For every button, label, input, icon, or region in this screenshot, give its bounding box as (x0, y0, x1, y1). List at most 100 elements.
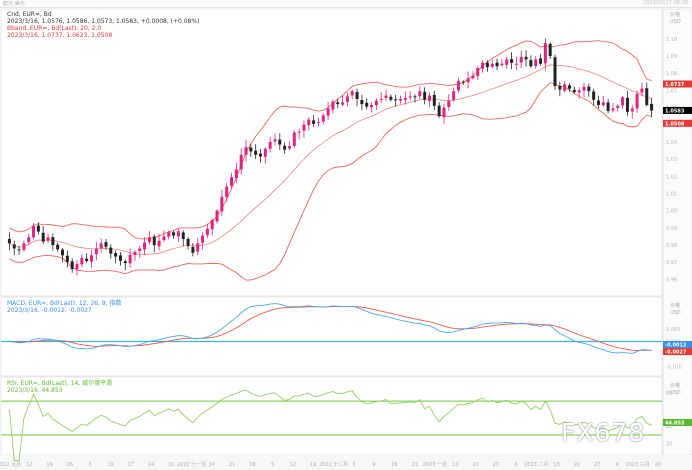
candle-body[interactable] (321, 115, 325, 122)
candle-body[interactable] (640, 88, 644, 93)
price-pane[interactable] (7, 37, 654, 281)
candle-body[interactable] (17, 249, 21, 251)
candle-body[interactable] (268, 141, 272, 149)
candle-body[interactable] (172, 232, 176, 236)
candle-body[interactable] (384, 95, 388, 98)
candle-body[interactable] (244, 147, 248, 156)
candle-body[interactable] (413, 96, 417, 98)
candle-body[interactable] (312, 120, 316, 124)
candle-body[interactable] (32, 226, 36, 238)
candle-body[interactable] (592, 91, 596, 100)
candle-body[interactable] (534, 59, 538, 67)
candle-body[interactable] (370, 104, 374, 108)
candle-body[interactable] (61, 249, 65, 256)
candle-body[interactable] (529, 60, 533, 67)
candle-body[interactable] (147, 237, 151, 243)
candle-body[interactable] (104, 242, 108, 247)
candle-body[interactable] (191, 247, 195, 253)
candle-body[interactable] (630, 108, 634, 112)
candle-body[interactable] (162, 236, 166, 241)
candle-body[interactable] (596, 100, 600, 105)
candle-body[interactable] (302, 124, 306, 131)
candle-body[interactable] (399, 98, 403, 101)
candle-body[interactable] (485, 62, 489, 68)
candle-body[interactable] (466, 78, 470, 83)
macd-pane[interactable] (1, 303, 662, 354)
candle-body[interactable] (196, 243, 200, 252)
candle-body[interactable] (558, 86, 562, 90)
candle-body[interactable] (85, 258, 89, 262)
candle-body[interactable] (225, 186, 229, 198)
candle-body[interactable] (350, 91, 354, 96)
candle-body[interactable] (514, 63, 518, 65)
candle-body[interactable] (456, 80, 460, 91)
candle-body[interactable] (645, 88, 649, 105)
candle-body[interactable] (12, 244, 16, 249)
candle-body[interactable] (418, 91, 422, 97)
candle-body[interactable] (152, 236, 156, 246)
candle-body[interactable] (572, 89, 576, 93)
candle-body[interactable] (138, 248, 142, 252)
candle-body[interactable] (128, 254, 132, 264)
candle-body[interactable] (118, 255, 122, 261)
candle-body[interactable] (621, 97, 625, 106)
candle-body[interactable] (133, 251, 137, 256)
candle-body[interactable] (210, 220, 214, 230)
rsi-pane[interactable] (1, 389, 662, 461)
candle-body[interactable] (365, 102, 369, 107)
candle-body[interactable] (582, 86, 586, 91)
candle-body[interactable] (326, 108, 330, 116)
candle-body[interactable] (65, 255, 69, 263)
candle-body[interactable] (471, 75, 475, 79)
candle-body[interactable] (258, 153, 262, 157)
candle-body[interactable] (278, 139, 282, 145)
candle-body[interactable] (336, 102, 340, 105)
candle-body[interactable] (345, 96, 349, 102)
candle-body[interactable] (254, 150, 258, 155)
candle-body[interactable] (46, 237, 50, 241)
candle-body[interactable] (99, 243, 103, 248)
candle-body[interactable] (114, 253, 118, 257)
candle-body[interactable] (505, 59, 509, 65)
candle-body[interactable] (123, 261, 127, 264)
candle-body[interactable] (476, 68, 480, 76)
candle-body[interactable] (360, 100, 364, 105)
candle-body[interactable] (7, 239, 11, 244)
candle-body[interactable] (543, 43, 547, 64)
candle-body[interactable] (563, 84, 567, 91)
candle-body[interactable] (481, 62, 485, 69)
candle-body[interactable] (442, 107, 446, 118)
candle-body[interactable] (495, 62, 499, 67)
candle-body[interactable] (447, 100, 451, 108)
candle-body[interactable] (500, 63, 504, 66)
candle-body[interactable] (510, 59, 514, 63)
candle-body[interactable] (427, 95, 431, 101)
candle-body[interactable] (650, 103, 654, 111)
candle-body[interactable] (394, 99, 398, 101)
candle-body[interactable] (41, 232, 45, 242)
candle-body[interactable] (611, 108, 615, 111)
candle-body[interactable] (220, 196, 224, 212)
candle-body[interactable] (587, 86, 591, 92)
candle-body[interactable] (461, 81, 465, 83)
candle-body[interactable] (625, 97, 629, 112)
candle-body[interactable] (635, 93, 639, 109)
candle-body[interactable] (490, 63, 494, 67)
candle-body[interactable] (176, 231, 180, 237)
candle-body[interactable] (143, 242, 147, 250)
candle-body[interactable] (181, 232, 185, 240)
candle-body[interactable] (577, 90, 581, 93)
candle-body[interactable] (234, 169, 238, 179)
candle-body[interactable] (389, 96, 393, 100)
candle-body[interactable] (167, 232, 171, 237)
candle-body[interactable] (109, 247, 113, 254)
candle-body[interactable] (297, 131, 301, 133)
candle-body[interactable] (89, 255, 93, 262)
candle-body[interactable] (379, 98, 383, 100)
candle-body[interactable] (201, 235, 205, 243)
candle-body[interactable] (553, 57, 557, 87)
candle-body[interactable] (157, 240, 161, 247)
candle-body[interactable] (215, 210, 219, 222)
candle-body[interactable] (616, 105, 620, 108)
